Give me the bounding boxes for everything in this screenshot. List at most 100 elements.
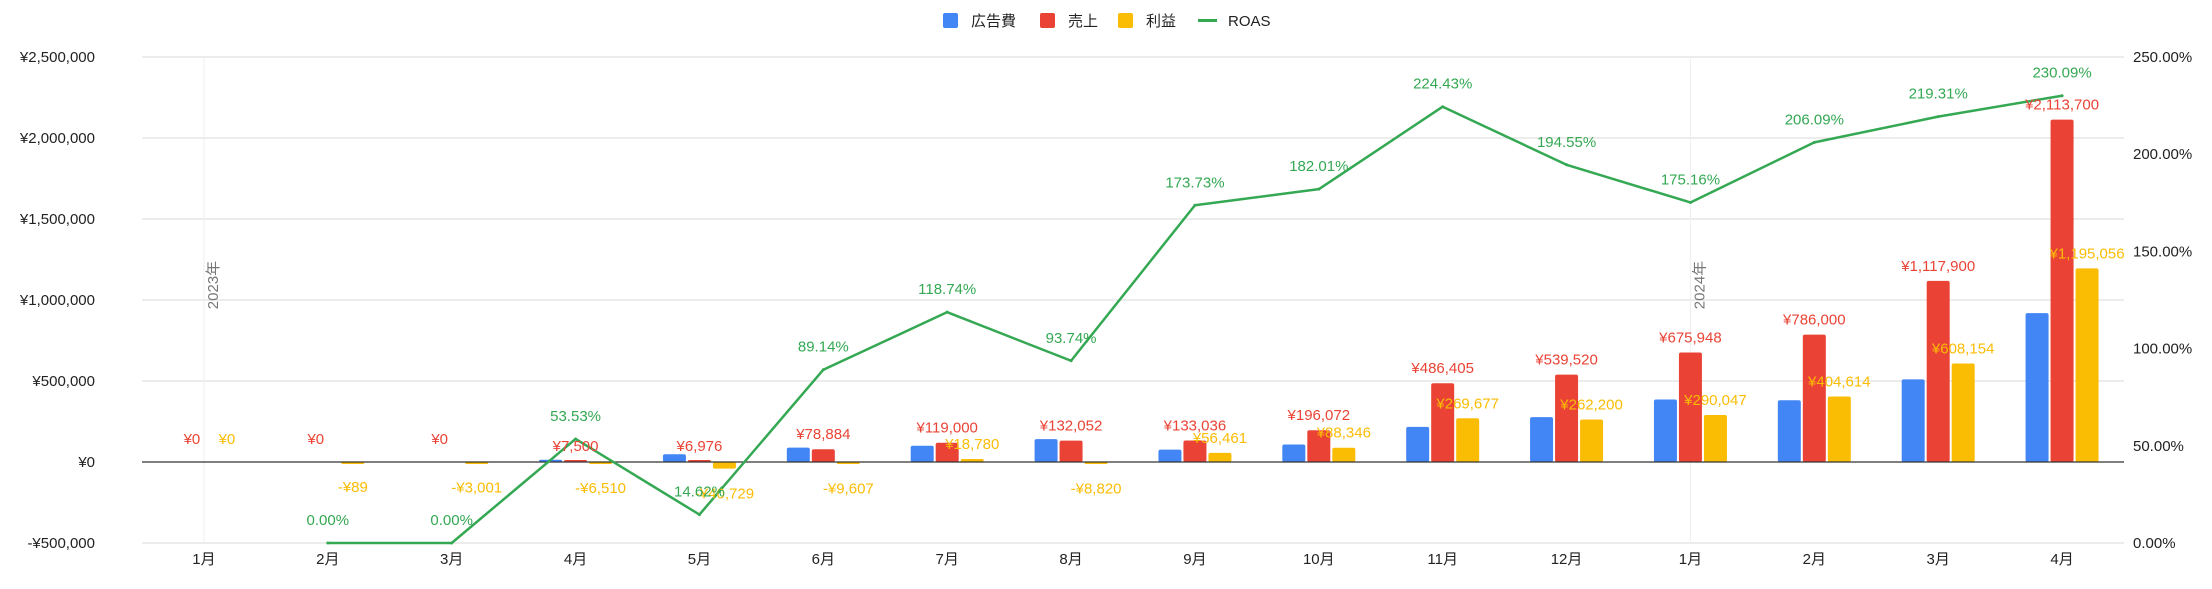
data-label-利益: ¥0 (218, 431, 236, 448)
x-tick-label: 7月 (936, 551, 959, 568)
data-label-利益: ¥404,614 (1807, 373, 1871, 390)
bar-広告費 (2025, 313, 2049, 462)
bar-利益 (1208, 452, 1232, 462)
bar-layer (341, 119, 2099, 469)
bar-広告費 (910, 445, 934, 462)
roas-point (1317, 187, 1321, 191)
y-right-tick-label: 200.00% (2133, 146, 2192, 163)
data-label-利益: -¥3,001 (451, 479, 502, 496)
roas-data-label: 53.53% (550, 408, 601, 425)
data-label-売上: ¥0 (183, 431, 201, 448)
y-right-tick-label: 250.00% (2133, 49, 2192, 66)
bar-広告費 (1282, 444, 1306, 462)
y-left-tick-label: ¥1,500,000 (19, 211, 95, 228)
data-label-売上: ¥786,000 (1782, 312, 1846, 329)
bar-利益 (1827, 396, 1851, 462)
y-right-tick-label: 100.00% (2133, 341, 2192, 358)
data-label-売上: ¥119,000 (915, 420, 977, 437)
data-label-利益: ¥290,047 (1683, 392, 1747, 409)
roas-data-label: 173.73% (1165, 174, 1224, 191)
roas-data-label: 93.74% (1046, 330, 1097, 347)
x-tick-label: 3月 (440, 551, 463, 568)
x-tick-label: 2月 (1803, 551, 1826, 568)
bar-利益 (1456, 418, 1480, 462)
legend: 広告費 売上 利益 ROAS (943, 13, 1271, 30)
data-label-利益: ¥1,195,056 (2049, 245, 2125, 262)
data-label-売上: ¥539,520 (1534, 352, 1598, 369)
y-left-tick-label: ¥0 (77, 454, 95, 471)
roas-data-label: 0.00% (430, 512, 473, 529)
bar-利益 (1951, 363, 1975, 462)
y-left-tick-label: -¥500,000 (27, 535, 95, 552)
legend-label: 広告費 (971, 13, 1016, 30)
y-left-tick-label: ¥2,500,000 (19, 49, 95, 66)
data-label-利益: ¥608,154 (1931, 340, 1995, 357)
roas-data-label: 219.31% (1909, 86, 1968, 103)
x-tick-label: 11月 (1427, 551, 1458, 568)
y-right-tick-label: 150.00% (2133, 243, 2192, 260)
bar-広告費 (1653, 399, 1677, 462)
bar-利益 (712, 462, 736, 469)
bar-利益 (2075, 268, 2099, 462)
x-tick-label: 1月 (1679, 551, 1702, 568)
year-marker-label: 2024年 (1691, 261, 1708, 309)
roas-point (450, 541, 454, 545)
roas-data-label: 89.14% (798, 339, 849, 356)
data-label-利益: -¥6,510 (575, 480, 626, 497)
bar-売上 (935, 442, 959, 462)
bar-売上 (1926, 280, 1950, 462)
legend-swatch (943, 13, 958, 28)
grid-layer (142, 56, 2124, 544)
axis-label-layer: -¥500,000 ¥0 ¥500,000 ¥1,000,000 ¥1,500,000 ¥… (19, 49, 2192, 568)
bar-売上 (1678, 352, 1702, 462)
data-label-利益: -¥40,729 (695, 486, 754, 503)
data-label-利益: ¥269,677 (1435, 395, 1499, 412)
roas-data-label: 230.09% (2032, 65, 2091, 82)
y-left-tick-label: ¥1,000,000 (19, 292, 95, 309)
bar-広告費 (1406, 426, 1430, 462)
y-right-tick-label: 0.00% (2133, 535, 2176, 552)
roas-data-label: 194.55% (1537, 134, 1596, 151)
data-label-売上: ¥196,072 (1287, 407, 1351, 424)
x-tick-label: 2月 (316, 551, 339, 568)
data-label-売上: ¥0 (430, 431, 448, 448)
bar-広告費 (1777, 400, 1801, 462)
bar-利益 (1332, 447, 1356, 462)
roas-point (2060, 94, 2064, 98)
roas-point (1565, 163, 1569, 167)
bar-利益 (1703, 415, 1727, 462)
bar-売上 (1307, 430, 1331, 462)
x-tick-label: 5月 (688, 551, 711, 568)
bar-売上 (1431, 383, 1455, 462)
x-tick-label: 9月 (1183, 551, 1206, 568)
legend-swatch (1198, 19, 1217, 22)
roas-point (326, 541, 330, 545)
bar-広告費 (786, 447, 810, 462)
roas-point (697, 513, 701, 517)
data-label-利益: ¥88,346 (1316, 425, 1371, 442)
legend-label: 利益 (1146, 13, 1176, 30)
data-label-売上: ¥675,948 (1658, 329, 1722, 346)
x-tick-label: 8月 (1059, 551, 1082, 568)
roas-point (1441, 105, 1445, 109)
bar-広告費 (1530, 417, 1554, 462)
roas-point (1193, 203, 1197, 207)
bar-売上 (1555, 374, 1579, 462)
bar-利益 (960, 458, 984, 462)
data-label-売上: ¥1,117,900 (1900, 258, 1975, 275)
roas-data-label: 0.00% (307, 512, 350, 529)
roas-data-label: 175.16% (1661, 171, 1720, 188)
roas-point (1069, 359, 1073, 363)
x-tick-label: 4月 (564, 551, 587, 568)
year-marker-label: 2023年 (205, 261, 222, 309)
roas-point (1936, 115, 1940, 119)
y-right-tick-label: 50.00% (2133, 438, 2184, 455)
data-label-売上: ¥2,113,700 (2024, 97, 2099, 114)
roas-data-label: 118.74% (918, 281, 976, 298)
bar-広告費 (1158, 449, 1182, 462)
x-tick-label: 6月 (812, 551, 835, 568)
year-marker-layer: 2023年 2024年 (203, 57, 1708, 543)
x-tick-label: 12月 (1551, 551, 1583, 568)
